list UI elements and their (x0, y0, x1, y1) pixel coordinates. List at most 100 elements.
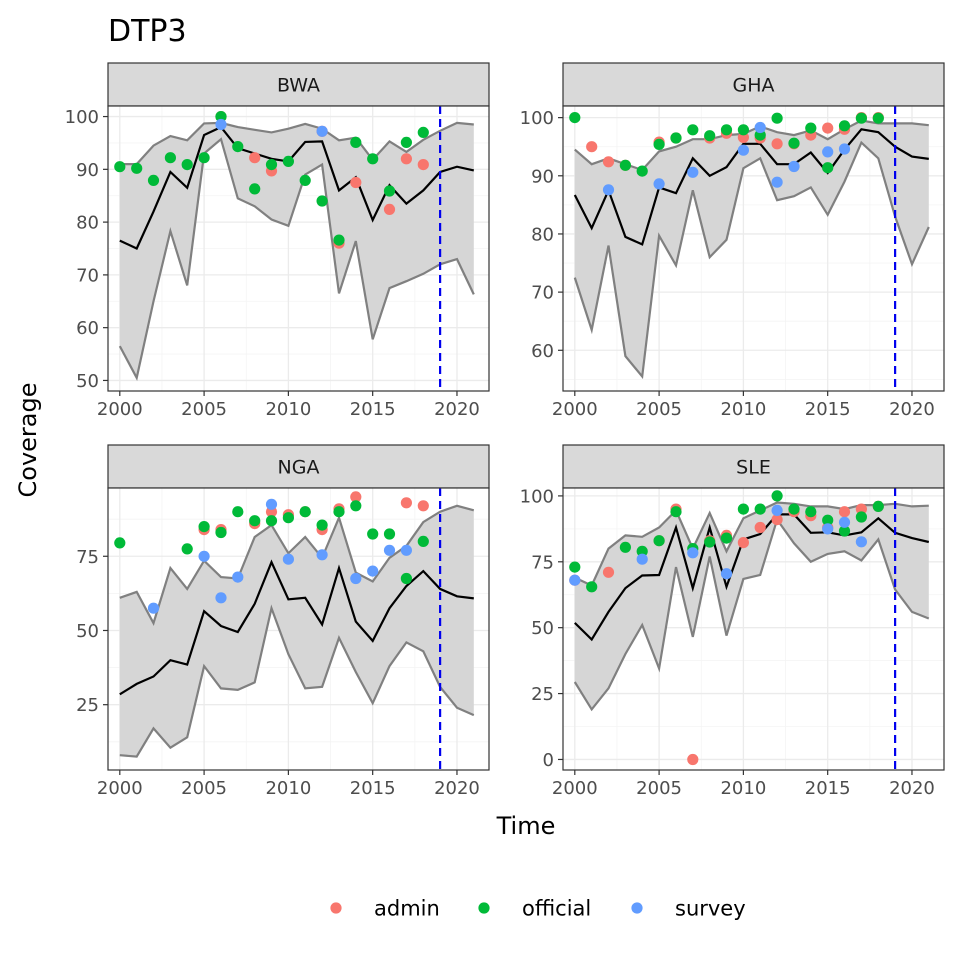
official-point (720, 532, 733, 544)
survey-point (636, 553, 648, 565)
admin-point (417, 159, 429, 171)
survey-point (316, 549, 328, 561)
y-tick-label: 80 (76, 213, 99, 234)
official-point (299, 506, 311, 518)
admin-point (687, 753, 699, 766)
official-point (164, 152, 176, 164)
official-point (367, 528, 379, 540)
survey-point (282, 553, 294, 565)
x-tick-label: 2000 (97, 399, 143, 420)
x-tick-label: 2015 (350, 778, 396, 799)
lower-bound-line (573, 517, 930, 712)
x-tick-label: 2010 (720, 399, 766, 420)
legend-label-official: official (522, 897, 591, 921)
official-point (299, 174, 311, 186)
official-point (855, 112, 868, 124)
lower-bound-line (119, 604, 475, 758)
official-point (720, 124, 733, 136)
official-point (400, 136, 412, 148)
official-point (771, 112, 783, 124)
panel-sle: SLE 2000 2005 2010 2015 2020 0 25 50 75 100 (520, 444, 945, 799)
admin-point (586, 141, 598, 153)
official-point (383, 528, 396, 540)
survey-point (215, 592, 227, 604)
upper-bound-line (574, 501, 929, 587)
y-tick-label: 70 (531, 283, 554, 304)
admin-point (737, 537, 750, 549)
y-tick-label: 100 (65, 107, 99, 128)
y-tick-label: 50 (76, 621, 99, 642)
x-axis-title: Time (496, 812, 556, 840)
official-point (147, 174, 160, 186)
admin-point (602, 566, 615, 578)
x-tick-label: 2015 (805, 399, 851, 420)
survey-point (687, 166, 699, 178)
admin-point (417, 500, 429, 512)
official-point (198, 521, 210, 533)
facet-label: NGA (278, 457, 320, 479)
legend-label-survey: survey (675, 897, 746, 921)
panel-nga: NGA 2000 2005 2010 2015 2020 25 50 75 (76, 444, 490, 799)
y-tick-label: 75 (531, 552, 554, 573)
upper-bound-line (574, 119, 929, 172)
facet-label: GHA (732, 75, 774, 97)
official-point (822, 162, 834, 174)
survey-point (569, 574, 581, 586)
survey-point (232, 571, 244, 583)
survey-point (737, 144, 750, 156)
x-tick-label: 2010 (265, 778, 311, 799)
lower-bound-line (573, 140, 930, 380)
panel-gha: GHA 2000 2005 2010 2015 2020 60 70 80 90 100 (520, 62, 945, 420)
y-tick-label: 50 (531, 618, 554, 639)
survey-point (147, 602, 160, 614)
survey-point (771, 176, 783, 188)
survey-point (653, 178, 665, 190)
admin-point (249, 152, 261, 164)
official-point (653, 535, 665, 547)
official-point (771, 490, 783, 502)
survey-point (687, 547, 699, 559)
survey-point (720, 568, 733, 580)
panel-border (562, 487, 945, 771)
y-tick-label: 80 (531, 224, 554, 245)
legend-swatch-survey (631, 902, 643, 914)
x-tick-label: 2020 (889, 778, 935, 799)
admin-point (771, 138, 783, 150)
panel-border (107, 105, 490, 392)
official-point (619, 541, 632, 553)
x-tick-label: 2020 (889, 399, 935, 420)
official-point (383, 185, 396, 197)
admin-point (822, 122, 834, 134)
official-point (805, 506, 817, 518)
x-tick-label: 2000 (552, 778, 598, 799)
survey-point (215, 118, 227, 131)
official-point (282, 155, 294, 167)
y-tick-label: 60 (76, 318, 99, 339)
admin-point (350, 176, 362, 189)
official-point (367, 153, 379, 165)
official-point (131, 162, 143, 174)
admin-point (771, 514, 783, 526)
official-point (400, 572, 412, 585)
x-tick-label: 2000 (552, 399, 598, 420)
official-point (215, 526, 227, 539)
admin-point (400, 153, 412, 165)
x-tick-label: 2005 (181, 778, 227, 799)
official-point (114, 161, 126, 173)
admin-point (350, 491, 362, 503)
admin-point (383, 203, 396, 215)
x-tick-label: 2005 (636, 778, 682, 799)
official-point (788, 503, 800, 515)
official-point (704, 130, 716, 142)
official-point (350, 136, 362, 148)
official-point (282, 512, 294, 524)
survey-point (754, 121, 766, 134)
y-tick-label: 100 (520, 486, 554, 507)
survey-point (383, 544, 396, 556)
facet-panels: BWA 2000 2005 2010 2015 2020 50 60 70 80 90 100 GHA 2… (65, 62, 945, 799)
upper-bound-line (119, 121, 474, 166)
y-tick-label: 90 (531, 166, 554, 187)
upper-bound-line (119, 504, 475, 626)
official-point (417, 126, 429, 138)
